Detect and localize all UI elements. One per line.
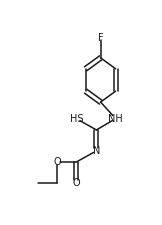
Text: NH: NH: [108, 114, 123, 124]
Text: O: O: [53, 157, 61, 167]
Text: HS: HS: [70, 114, 83, 124]
Text: F: F: [98, 33, 103, 43]
Text: O: O: [73, 178, 80, 188]
Text: N: N: [93, 146, 100, 156]
